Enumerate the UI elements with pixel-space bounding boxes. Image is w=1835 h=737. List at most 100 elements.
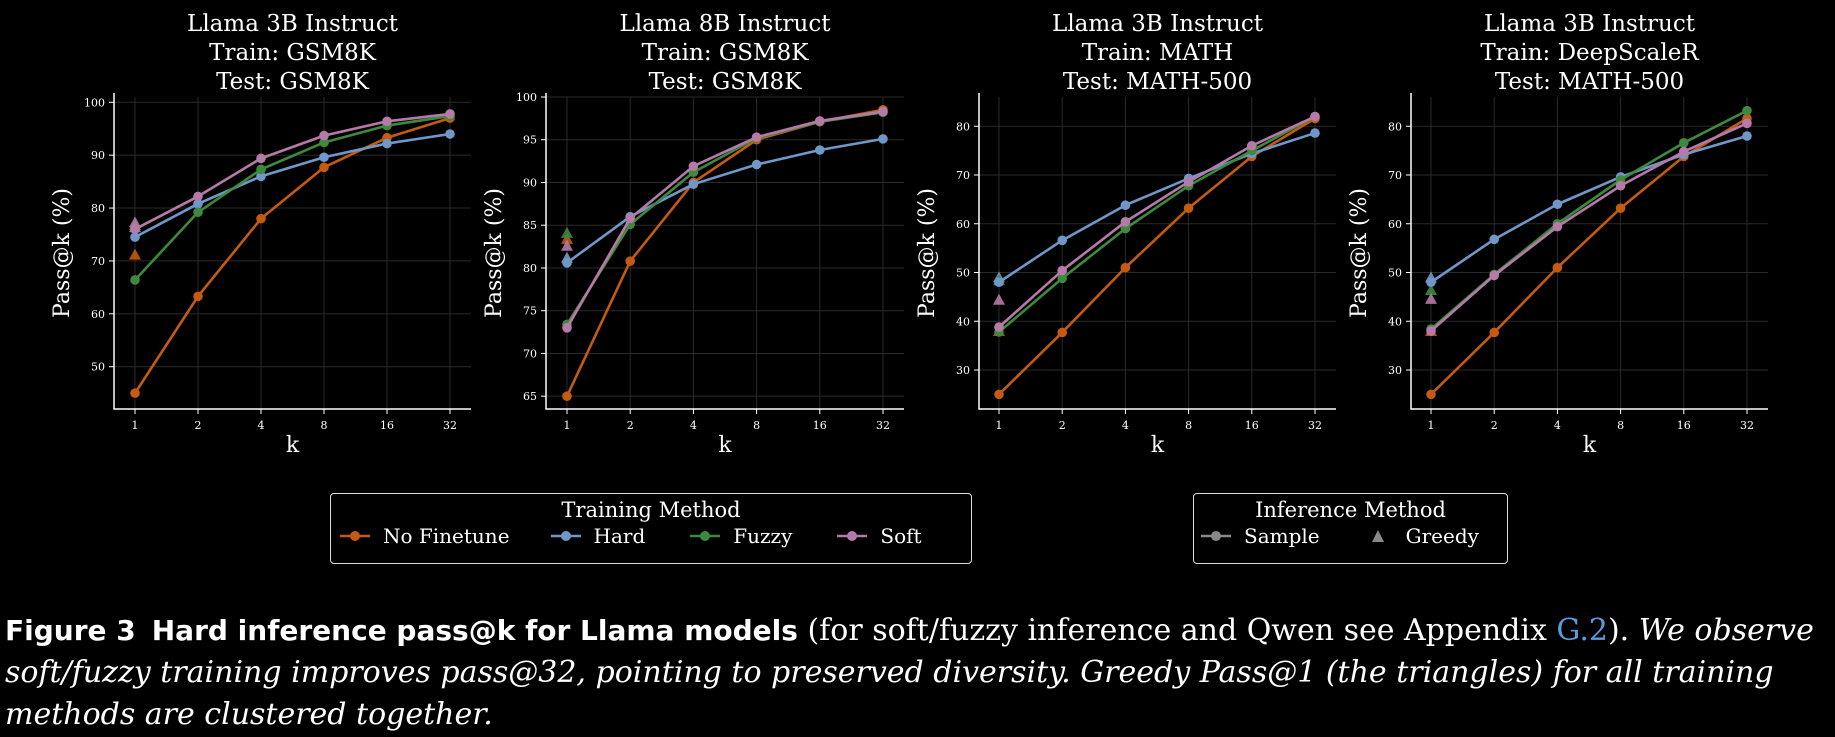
x-tick-label: 2 xyxy=(1491,419,1498,432)
x-tick-label: 32 xyxy=(443,419,457,432)
chart-panel-2: 65 70 75 80 85 90 95 100 1 2 4 8 16 32 Llama 8B Instru… xyxy=(482,11,904,458)
y-tick-label: 30 xyxy=(1388,364,1402,377)
chart-panel-1: 50 60 70 80 90 100 1 2 4 8 16 32 Llama 3B Instruct Tr… xyxy=(50,11,471,458)
point-soft xyxy=(1247,140,1257,151)
y-tick-label: 60 xyxy=(91,308,105,321)
y-tick-label: 80 xyxy=(956,120,970,133)
chart-panel-4: 30 40 50 60 70 80 1 2 4 8 16 32 Llama 3B Instruct Tra… xyxy=(1347,11,1768,458)
series-line-hard xyxy=(998,131,1316,284)
training-method-legend: Training Method No Finetune Hard Fuzzy Soft xyxy=(330,493,972,564)
point-soft xyxy=(562,322,572,333)
point-hard xyxy=(1310,128,1320,138)
y-tick-label: 80 xyxy=(1388,120,1402,133)
point-soft xyxy=(815,116,825,126)
point-soft xyxy=(193,191,203,202)
x-tick-label: 32 xyxy=(1740,419,1754,432)
point-no_finetune xyxy=(1120,262,1131,273)
x-tick-label: 32 xyxy=(1308,419,1322,432)
y-tick-label: 70 xyxy=(523,347,537,360)
legend-entry-no_finetune: No Finetune xyxy=(339,524,510,548)
series-line-no_finetune xyxy=(133,116,451,394)
appendix-link[interactable]: G.2 xyxy=(1556,613,1608,648)
point-soft xyxy=(625,213,635,224)
axis-spines xyxy=(978,93,1336,410)
y-tick-label: 50 xyxy=(956,267,970,280)
legend-entry-soft: Soft xyxy=(836,524,922,548)
x-tick-label: 4 xyxy=(1554,419,1561,432)
point-soft xyxy=(1426,326,1436,336)
legend-label: Soft xyxy=(880,524,922,548)
x-tick-label: 1 xyxy=(1428,419,1435,432)
point-no_finetune xyxy=(1183,203,1194,213)
greedy-marker-no_finetune xyxy=(129,248,141,260)
x-tick-label: 2 xyxy=(195,419,202,432)
inference-method-legend: Inference Method Sample Greedy xyxy=(1193,493,1508,564)
point-fuzzy xyxy=(319,137,329,148)
y-tick-label: 40 xyxy=(1388,315,1402,328)
point-hard xyxy=(878,134,888,144)
y-tick-label: 70 xyxy=(956,169,970,182)
point-no_finetune xyxy=(319,162,329,173)
greedy-marker-soft xyxy=(1425,292,1437,304)
x-tick-label: 16 xyxy=(1677,419,1691,432)
point-hard xyxy=(1057,235,1067,246)
point-soft xyxy=(1120,217,1131,227)
greedy-marker-soft xyxy=(129,216,141,228)
series-line-soft xyxy=(565,110,884,329)
x-tick-label: 2 xyxy=(1059,419,1066,432)
y-tick-label: 80 xyxy=(91,202,105,215)
y-tick-label: 100 xyxy=(516,91,537,104)
point-hard xyxy=(1489,234,1499,245)
series-line-fuzzy xyxy=(998,115,1316,333)
y-tick-label: 70 xyxy=(1388,169,1402,182)
legend-entry-hard: Hard xyxy=(550,524,646,548)
inference-legend-entries: Sample Greedy xyxy=(1194,524,1507,548)
x-tick-label: 4 xyxy=(690,419,697,432)
x-tick-label: 8 xyxy=(1617,419,1624,432)
x-tick-label: 8 xyxy=(753,419,760,432)
point-no_finetune xyxy=(562,391,572,401)
legend-line-marker-icon xyxy=(690,531,721,541)
x-axis-label: k xyxy=(286,433,300,458)
point-soft xyxy=(1679,146,1689,157)
point-fuzzy xyxy=(1742,105,1752,116)
x-tick-label: 4 xyxy=(1122,419,1129,432)
y-tick-label: 50 xyxy=(1388,267,1402,280)
point-no_finetune xyxy=(625,256,635,266)
axis-spines xyxy=(113,93,471,410)
x-axis-label: k xyxy=(1583,433,1597,458)
point-no_finetune xyxy=(130,388,140,398)
point-soft xyxy=(1552,221,1563,232)
chart-title-line: Llama 8B Instruct xyxy=(620,11,832,37)
x-tick-label: 16 xyxy=(1245,419,1259,432)
point-soft xyxy=(751,132,762,142)
point-hard xyxy=(815,145,825,155)
point-fuzzy xyxy=(130,275,140,285)
point-fuzzy xyxy=(193,207,203,218)
chart-title-line: Train: GSM8K xyxy=(642,40,810,66)
legend-entry-sample: Sample xyxy=(1200,524,1320,548)
point-hard xyxy=(1552,199,1563,210)
y-tick-label: 100 xyxy=(84,96,105,109)
y-axis-label: Pass@k (%) xyxy=(915,188,940,318)
point-fuzzy xyxy=(1057,273,1067,284)
point-fuzzy xyxy=(1120,223,1131,234)
y-tick-label: 95 xyxy=(523,134,537,147)
chart-panel-3: 30 40 50 60 70 80 1 2 4 8 16 32 Llama 3B Instruct Tra… xyxy=(915,11,1336,458)
y-tick-label: 90 xyxy=(523,176,537,189)
series-line-soft xyxy=(998,115,1316,329)
point-soft xyxy=(382,116,392,127)
series-line-fuzzy xyxy=(134,114,451,281)
point-soft xyxy=(688,161,699,172)
axis-spines xyxy=(1410,93,1768,410)
point-soft xyxy=(319,130,329,141)
y-tick-label: 60 xyxy=(956,218,970,231)
y-tick-label: 75 xyxy=(523,305,537,318)
legend-label: Hard xyxy=(593,524,646,548)
point-soft xyxy=(994,322,1004,332)
chart-title-line: Test: GSM8K xyxy=(216,69,370,95)
inference-legend-title: Inference Method xyxy=(1255,498,1446,522)
x-tick-label: 1 xyxy=(132,419,139,432)
y-tick-label: 70 xyxy=(91,255,105,268)
point-no_finetune xyxy=(1426,389,1436,400)
